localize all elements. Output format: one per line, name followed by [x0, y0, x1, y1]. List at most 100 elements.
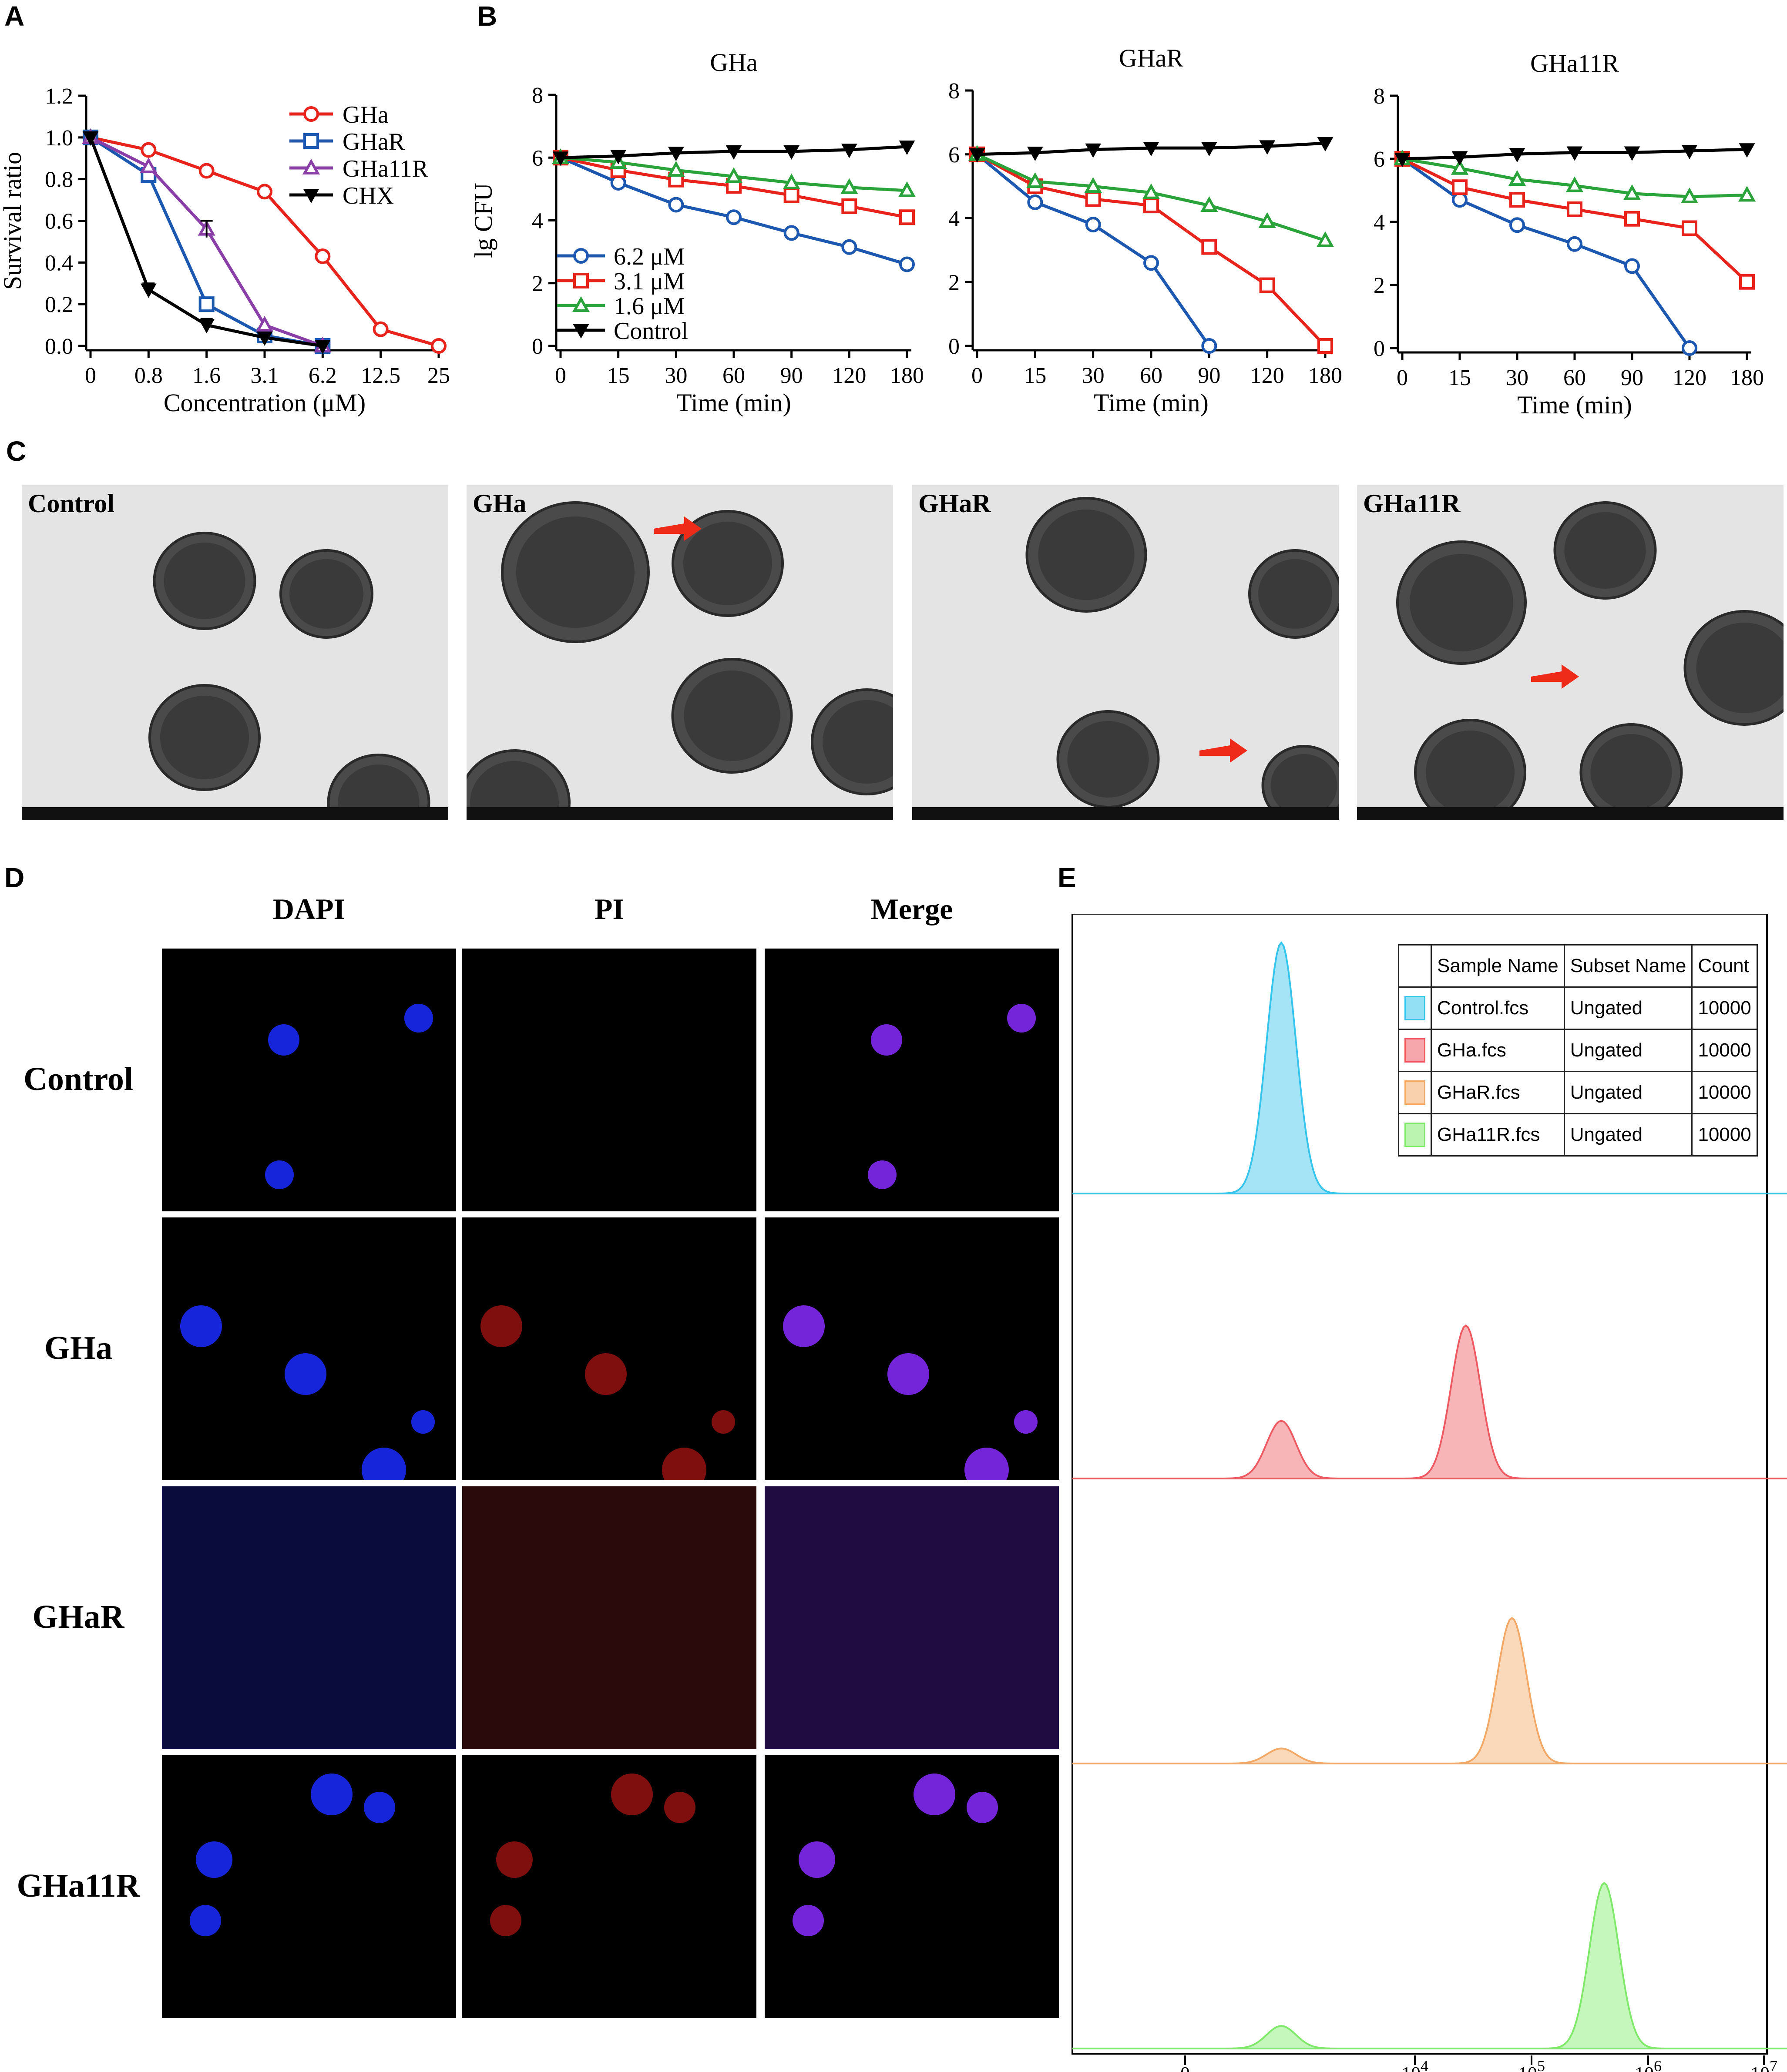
stain-blob — [611, 1774, 653, 1815]
data-point — [82, 131, 99, 146]
stain-blob — [964, 1448, 1009, 1480]
data-point — [1317, 137, 1334, 152]
data-point — [1624, 211, 1640, 227]
table-cell: Ungated — [1563, 1071, 1693, 1114]
x-tick-exponent: 6 — [1654, 2057, 1662, 2072]
panel-letter-c: C — [6, 436, 27, 467]
stain-blob — [783, 1305, 825, 1347]
table-cell: Ungated — [1563, 1029, 1693, 1072]
stain-blob — [364, 1792, 395, 1823]
stain-blob — [362, 1448, 406, 1480]
y-tick-label: 0.6 — [45, 209, 73, 234]
y-tick-label: 2 — [948, 270, 960, 295]
data-point — [552, 151, 569, 166]
stain-blob — [664, 1792, 695, 1823]
survival-ratio-chart: 0.0 0.2 0.4 0.6 0.8 1.0 1.2 0 0.8 1.6 3.1 6.2 12.5 25… — [0, 84, 450, 417]
y-tick-label: 0.4 — [45, 251, 73, 275]
x-tick-label: 1.6 — [192, 363, 221, 388]
legend-label: GHa11R — [343, 155, 429, 182]
column-header-pi: PI — [595, 892, 624, 925]
x-tick-label: 60 — [722, 363, 745, 388]
x-tick-label: 3.1 — [251, 363, 279, 388]
legend-swatch — [1404, 1080, 1425, 1105]
histogram-area — [1097, 1324, 1787, 1479]
x-tick-label: 90 — [780, 363, 803, 388]
row-header-control: Control — [24, 1061, 133, 1097]
lg-cfu-chart-gha11r: 0 2 4 6 8 0 15 30 60 90 120 180 Time (min) GHa11R — [1374, 49, 1764, 419]
legend-label: 6.2 μM — [614, 243, 685, 270]
x-tick-label: 0 — [1397, 365, 1408, 390]
x-axis-label: Time (min) — [676, 389, 791, 417]
x-tick-label: 15 — [1448, 365, 1471, 390]
stain-blob — [914, 1774, 955, 1815]
legend-label: GHa — [343, 101, 389, 128]
red-arrow — [1199, 738, 1247, 763]
cell-interior — [1696, 623, 1784, 713]
data-point — [1201, 239, 1217, 255]
cell-interior — [1038, 510, 1135, 600]
tem-cells — [148, 532, 430, 820]
x-tick-label: 180 — [890, 363, 923, 388]
table-header: Subset Name — [1563, 944, 1693, 988]
data-point — [969, 148, 985, 163]
data-point — [141, 142, 157, 158]
table-row: GHa11R.fcs Ungated 10000 — [1398, 1113, 1758, 1157]
data-point — [1623, 184, 1641, 200]
data-point — [1142, 183, 1160, 199]
stain-blob — [411, 1410, 435, 1434]
legend-marker — [572, 296, 590, 312]
x-tick-label: 120 — [832, 363, 866, 388]
data-point — [1026, 172, 1044, 188]
stain-blob — [265, 1160, 294, 1189]
data-point — [1508, 170, 1526, 186]
tem-image-gha: GHa — [467, 485, 893, 820]
x-tick-label: 25 — [427, 363, 450, 388]
data-point — [1394, 153, 1411, 168]
data-point — [899, 256, 915, 272]
panel-letter-a: A — [4, 0, 25, 32]
stain-blob — [404, 1004, 433, 1033]
cell-interior — [1590, 734, 1672, 811]
data-point — [1624, 258, 1640, 274]
stain-blobs — [793, 1774, 998, 1936]
fluorescence-image — [765, 1217, 1059, 1480]
x-tick-label: 0 — [85, 363, 96, 388]
y-tick-label: 1.0 — [45, 126, 73, 151]
stain-blobs — [480, 1305, 735, 1480]
x-tick-label: 12.5 — [361, 363, 400, 388]
x-tick-label: 0 — [971, 363, 983, 388]
x-axis-label: Time (min) — [1094, 389, 1209, 417]
stain-blob — [311, 1774, 353, 1815]
data-point — [1739, 274, 1755, 290]
data-point — [783, 187, 799, 203]
column-header-merge: Merge — [870, 892, 953, 925]
flow-legend-table: Sample Name Subset Name Count Control.fcs Un… — [1398, 944, 1758, 1157]
table-header: Count — [1691, 944, 1758, 988]
data-point — [1624, 146, 1640, 161]
x-tick-label: 30 — [665, 363, 687, 388]
y-tick-label: 1.2 — [45, 84, 73, 109]
legend-swatch — [1404, 996, 1425, 1020]
data-point — [1682, 220, 1697, 236]
data-point — [725, 167, 743, 183]
stain-blobs — [783, 1305, 1038, 1480]
y-tick-label: 6 — [1374, 147, 1385, 172]
x-tick-label: 120 — [1250, 363, 1284, 388]
legend-marker — [573, 324, 589, 339]
y-tick-label: 0 — [1374, 336, 1385, 361]
histogram-area — [1097, 1881, 1787, 2049]
stain-blob — [196, 1841, 232, 1878]
data-point — [1682, 340, 1697, 356]
data-point — [1509, 217, 1525, 233]
data-point — [726, 145, 742, 160]
stain-blob — [868, 1160, 897, 1189]
panel-letter-e: E — [1058, 862, 1076, 893]
y-tick-label: 2 — [1374, 273, 1385, 298]
data-point — [841, 239, 857, 255]
stain-blob — [496, 1841, 533, 1878]
lg-cfu-chart-gha: 0 2 4 6 8 0 15 30 60 90 120 180 Time (min) lg CFU GHa 6… — [474, 48, 923, 417]
data-point — [140, 157, 158, 173]
tem-label: GHa11R — [1363, 489, 1461, 518]
data-point — [1027, 147, 1043, 161]
cell-interior — [1410, 554, 1513, 651]
